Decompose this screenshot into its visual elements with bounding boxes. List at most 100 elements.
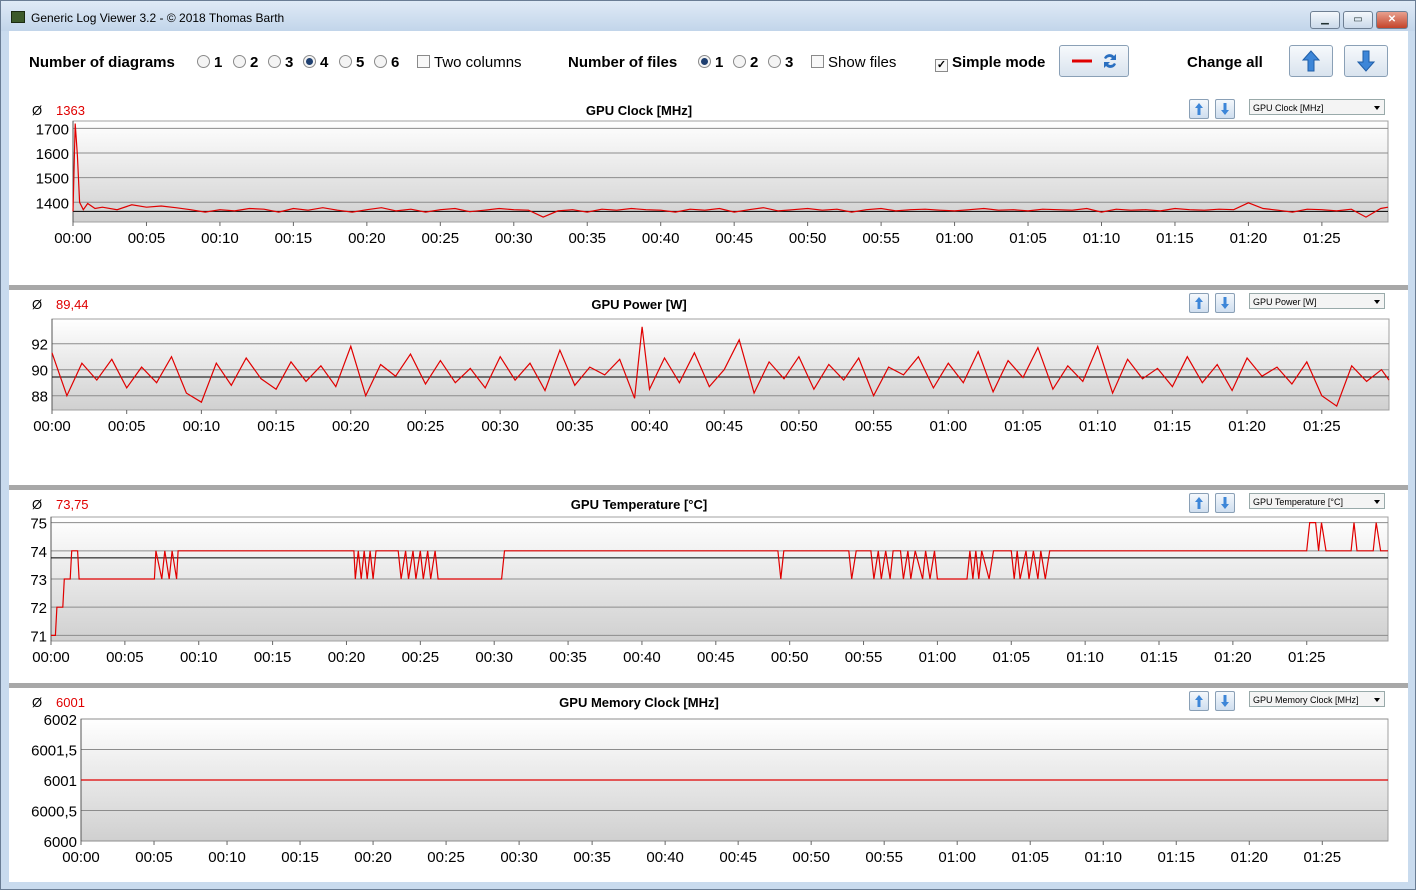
radio-label: 3 [285, 54, 294, 71]
diagrams-radio-3[interactable]: 3 [268, 54, 293, 71]
x-tick-label: 00:55 [845, 649, 883, 666]
x-tick-label: 01:15 [1154, 418, 1192, 435]
x-tick-label: 01:25 [1303, 230, 1341, 247]
radio-selected-icon [698, 55, 711, 68]
x-tick-label: 01:00 [936, 230, 974, 247]
x-tick-label: 01:00 [919, 649, 957, 666]
x-tick-label: 01:25 [1304, 849, 1342, 866]
move-up-all-button[interactable] [1289, 45, 1333, 77]
y-tick-label: 1600 [36, 146, 69, 163]
y-tick-label: 6000 [44, 834, 77, 851]
x-tick-label: 01:05 [1011, 849, 1049, 866]
chevron-down-icon [1374, 500, 1380, 504]
diagram-panel-4: Ø 6001 GPU Memory Clock [MHz] GPU Memory… [9, 683, 1408, 882]
close-button[interactable]: ✕ [1376, 11, 1408, 29]
plot-area [51, 318, 1390, 411]
radio-selected-icon [303, 55, 316, 68]
y-tick-label: 6000,5 [31, 804, 77, 821]
move-down-all-button[interactable] [1344, 45, 1388, 77]
x-tick-label: 00:15 [281, 849, 319, 866]
x-tick-label: 00:00 [32, 649, 70, 666]
files-radio-3[interactable]: 3 [768, 54, 793, 71]
files-radio-2[interactable]: 2 [733, 54, 758, 71]
move-down-button[interactable] [1215, 493, 1235, 513]
chart-gpu-power: 92 90 88 00:00 00:05 00:10 00:15 00:20 00:25 00:3… [31, 318, 1390, 435]
two-columns-checkbox[interactable]: Two columns [417, 54, 522, 71]
diagrams-radio-4[interactable]: 4 [303, 54, 328, 71]
radio-icon [268, 55, 281, 68]
panel-separator [9, 683, 1408, 688]
diagrams-radio-2[interactable]: 2 [233, 54, 258, 71]
radio-label: 1 [715, 54, 724, 71]
arrow-down-icon [1221, 297, 1229, 309]
title-bar[interactable]: Generic Log Viewer 3.2 - © 2018 Thomas B… [1, 1, 1415, 31]
move-down-button[interactable] [1215, 99, 1235, 119]
move-up-button[interactable] [1189, 293, 1209, 313]
y-tick-label: 72 [30, 600, 47, 617]
x-tick-label: 01:10 [1079, 418, 1117, 435]
sensor-select-value: GPU Power [W] [1253, 297, 1317, 307]
sensor-select[interactable]: GPU Memory Clock [MHz] [1249, 691, 1385, 707]
average-value: 89,44 [56, 297, 89, 312]
window-title: Generic Log Viewer 3.2 - © 2018 Thomas B… [31, 11, 285, 25]
x-tick-label: 00:35 [568, 230, 606, 247]
radio-label: 2 [250, 54, 259, 71]
x-tick-label: 00:15 [257, 418, 295, 435]
x-tick-label: 00:45 [715, 230, 753, 247]
sensor-select[interactable]: GPU Power [W] [1249, 293, 1385, 309]
panel-separator [9, 485, 1408, 490]
maximize-button[interactable]: ▭ [1343, 11, 1373, 29]
x-tick-label: 00:05 [106, 649, 144, 666]
x-tick-label: 00:00 [33, 418, 71, 435]
show-files-checkbox[interactable]: Show files [811, 54, 896, 71]
x-tick-label: 01:10 [1084, 849, 1122, 866]
y-tick-label: 1700 [36, 121, 69, 138]
move-up-button[interactable] [1189, 493, 1209, 513]
checkbox-checked-icon: ✓ [935, 59, 948, 72]
sensor-select[interactable]: GPU Clock [MHz] [1249, 99, 1385, 115]
x-tick-label: 00:50 [789, 230, 827, 247]
diagram-title: GPU Power [W] [591, 297, 687, 312]
x-tick-label: 01:05 [1004, 418, 1042, 435]
line-style-button[interactable] [1059, 45, 1129, 77]
y-tick-label: 1400 [36, 195, 69, 212]
checkbox-label: Two columns [434, 54, 522, 71]
diagrams-radio-1[interactable]: 1 [197, 54, 222, 71]
x-tick-label: 00:05 [128, 230, 166, 247]
x-tick-label: 00:40 [623, 649, 661, 666]
y-tick-label: 6002 [44, 712, 77, 729]
x-tick-label: 00:35 [573, 849, 611, 866]
x-tick-label: 00:35 [556, 418, 594, 435]
radio-icon [339, 55, 352, 68]
diagram-title: GPU Clock [MHz] [585, 103, 693, 118]
average-symbol: Ø [32, 695, 43, 710]
move-up-button[interactable] [1189, 99, 1209, 119]
arrow-up-icon [1195, 297, 1203, 309]
x-tick-label: 00:00 [62, 849, 100, 866]
arrow-up-icon [1195, 695, 1203, 707]
x-tick-label: 00:45 [719, 849, 757, 866]
average-symbol: Ø [32, 497, 43, 512]
minimize-button[interactable]: ▁ [1310, 11, 1340, 29]
sensor-select[interactable]: GPU Temperature [°C] [1249, 493, 1385, 509]
files-radio-1[interactable]: 1 [698, 54, 723, 71]
diagrams-radio-5[interactable]: 5 [339, 54, 364, 71]
x-tick-label: 01:00 [930, 418, 968, 435]
x-tick-label: 01:05 [1009, 230, 1047, 247]
diagrams-radio-6[interactable]: 6 [374, 54, 399, 71]
chevron-down-icon [1374, 106, 1380, 110]
radio-icon [197, 55, 210, 68]
x-tick-label: 01:20 [1230, 849, 1268, 866]
diagram-title: GPU Temperature [°C] [570, 497, 708, 512]
x-tick-label: 00:15 [275, 230, 313, 247]
arrow-up-icon [1195, 497, 1203, 509]
sensor-select-value: GPU Memory Clock [MHz] [1253, 695, 1359, 705]
panel-separator [9, 285, 1408, 290]
chevron-down-icon [1374, 300, 1380, 304]
move-down-button[interactable] [1215, 293, 1235, 313]
move-down-button[interactable] [1215, 691, 1235, 711]
x-tick-label: 01:05 [993, 649, 1031, 666]
move-up-button[interactable] [1189, 691, 1209, 711]
simple-mode-checkbox[interactable]: ✓ Simple mode [935, 54, 1045, 72]
